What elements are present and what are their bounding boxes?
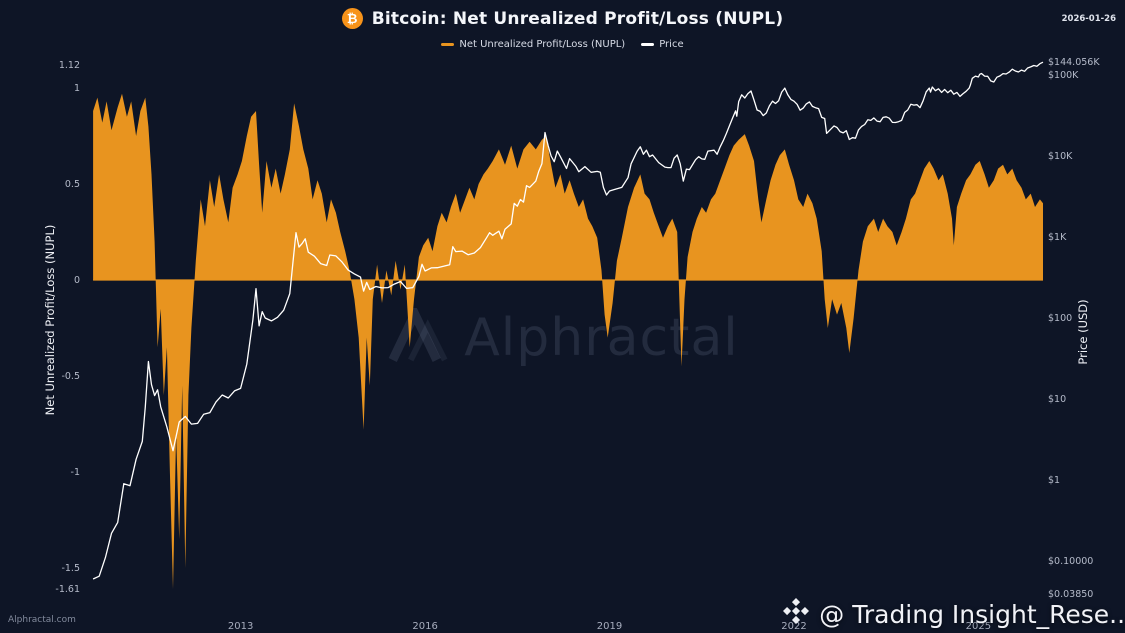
right-tick-label: $100K — [1048, 69, 1079, 81]
right-tick-label: $100 — [1048, 312, 1073, 324]
bitcoin-icon: ₿ — [341, 8, 363, 29]
left-tick-label: -1.5 — [61, 562, 80, 574]
right-tick-label: $10K — [1048, 150, 1073, 162]
left-tick-label: -1.61 — [55, 583, 80, 595]
nupl-area-path — [93, 93, 1044, 590]
right-axis-title: Price (USD) — [1076, 299, 1090, 365]
x-tick-label: 2013 — [227, 621, 254, 632]
binance-logo-icon — [783, 598, 810, 630]
legend-item-nupl[interactable]: Net Unrealized Profit/Loss (NUPL) — [441, 39, 625, 50]
legend: Net Unrealized Profit/Loss (NUPL) Price — [0, 39, 1125, 50]
center-watermark: Alphractal — [386, 303, 739, 368]
source-label: Alphractal.com — [8, 615, 76, 625]
right-tick-label: $0.03850 — [1048, 589, 1094, 601]
left-tick-label: -1 — [70, 466, 80, 478]
x-tick-label: 2019 — [596, 621, 623, 632]
header: ₿ Bitcoin: Net Unrealized Profit/Loss (N… — [0, 8, 1125, 29]
left-tick-label: 0.5 — [64, 178, 80, 190]
left-tick-label: 0 — [73, 274, 80, 286]
legend-item-price[interactable]: Price — [641, 39, 684, 50]
left-tick-label: 1.12 — [58, 59, 80, 71]
right-tick-label: $144.056K — [1048, 56, 1100, 68]
legend-item-label: Net Unrealized Profit/Loss (NUPL) — [459, 39, 626, 50]
left-axis-title: Net Unrealized Profit/Loss (NUPL) — [43, 224, 57, 416]
price-legend-marker-icon — [641, 43, 655, 46]
legend-item-label: Price — [659, 39, 684, 50]
right-tick-label: $1K — [1048, 231, 1067, 243]
price-line-path — [92, 61, 1044, 580]
footer-watermark: @ Trading Insight_Rese... — [783, 598, 1125, 630]
nupl-legend-marker-icon — [441, 43, 455, 46]
center-watermark-text: Alphractal — [464, 308, 739, 368]
right-tick-label: $1 — [1048, 474, 1061, 486]
x-tick-label: 2016 — [412, 621, 438, 632]
x-tick-label: 2022 — [781, 621, 807, 632]
left-tick-label: 1 — [73, 82, 80, 94]
right-tick-label: $0.10000 — [1048, 555, 1094, 567]
right-tick-label: $10 — [1048, 393, 1067, 405]
alphractal-logo-icon — [386, 303, 450, 368]
left-tick-label: -0.5 — [61, 370, 80, 382]
x-tick-label: 2025 — [965, 621, 992, 632]
footer-watermark-text: @ Trading Insight_Rese... — [819, 599, 1125, 629]
page-title: Bitcoin: Net Unrealized Profit/Loss (NUP… — [371, 8, 784, 29]
date-label: 2026-01-26 — [1061, 14, 1116, 24]
